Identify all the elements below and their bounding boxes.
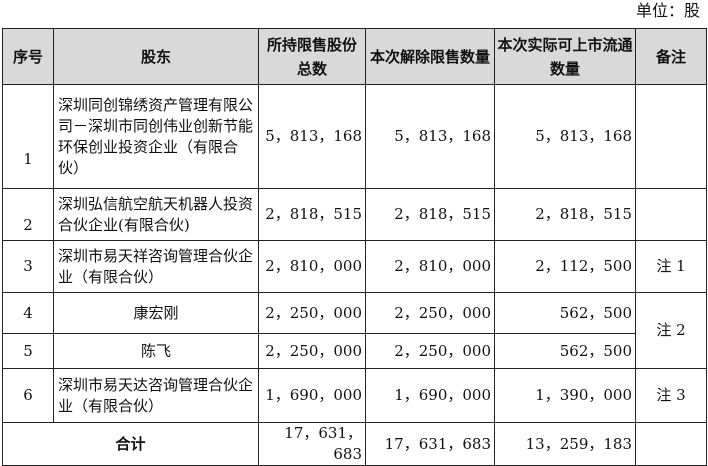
cell-note: 注 2 — [635, 292, 707, 369]
cell-serial: 2 — [2, 188, 54, 241]
table-row: 5 陈飞 2，250，000 2，250，000 562，500 — [2, 333, 707, 369]
total-label: 合计 — [2, 422, 259, 466]
cell-total: 5，813，168 — [258, 84, 366, 189]
header-release: 本次解除限售数量 — [365, 28, 495, 85]
cell-tradable: 5，813，168 — [494, 84, 636, 189]
cell-tradable: 562，500 — [494, 292, 636, 334]
cell-serial: 6 — [2, 368, 54, 423]
cell-holder: 陈飞 — [53, 333, 259, 369]
cell-release: 2，810，000 — [365, 240, 495, 293]
header-total: 所持限售股份总数 — [258, 28, 366, 85]
cell-total: 1，690，000 — [258, 368, 366, 423]
table-row: 2 深圳弘信航空航天机器人投资合伙企业(有限合伙) 2，818，515 2，81… — [2, 188, 707, 241]
cell-serial: 3 — [2, 240, 54, 293]
cell-note: 注 3 — [635, 368, 707, 423]
total-note — [635, 422, 707, 466]
cell-serial: 1 — [2, 84, 54, 189]
cell-tradable: 2，818，515 — [494, 188, 636, 241]
cell-total: 2，810，000 — [258, 240, 366, 293]
header-holder: 股东 — [53, 28, 259, 85]
header-note: 备注 — [635, 28, 707, 85]
cell-holder: 深圳弘信航空航天机器人投资合伙企业(有限合伙) — [53, 188, 259, 241]
cell-release: 5，813，168 — [365, 84, 495, 189]
cell-release: 2，250，000 — [365, 292, 495, 334]
cell-total: 2，250，000 — [258, 292, 366, 334]
header-serial: 序号 — [2, 28, 54, 85]
cell-total: 2，818，515 — [258, 188, 366, 241]
header-tradable: 本次实际可上市流通数量 — [494, 28, 636, 85]
cell-release: 2，818，515 — [365, 188, 495, 241]
cell-release: 2，250，000 — [365, 333, 495, 369]
table-row: 3 深圳市易天祥咨询管理合伙企业（有限合伙） 2，810，000 2，810，0… — [2, 240, 707, 293]
cell-holder: 深圳市易天祥咨询管理合伙企业（有限合伙） — [53, 240, 259, 293]
total-total: 17，631，683 — [258, 422, 366, 466]
header-row: 序号 股东 所持限售股份总数 本次解除限售数量 本次实际可上市流通数量 备注 — [2, 28, 707, 85]
cell-release: 1，690，000 — [365, 368, 495, 423]
cell-note — [635, 84, 707, 189]
cell-holder: 深圳市易天达咨询管理合伙企业（有限合伙） — [53, 368, 259, 423]
cell-serial: 5 — [2, 333, 54, 369]
cell-tradable: 1，390，000 — [494, 368, 636, 423]
cell-holder: 康宏刚 — [53, 292, 259, 334]
cell-note: 注 1 — [635, 240, 707, 293]
cell-tradable: 2，112，500 — [494, 240, 636, 293]
restricted-shares-table: 序号 股东 所持限售股份总数 本次解除限售数量 本次实际可上市流通数量 备注 1… — [2, 28, 707, 466]
cell-holder: 深圳同创锦绣资产管理有限公司－深圳市同创伟业创新节能环保创业投资企业（有限合伙） — [53, 84, 259, 189]
total-release: 17，631，683 — [365, 422, 495, 466]
table-row: 6 深圳市易天达咨询管理合伙企业（有限合伙） 1，690，000 1，690，0… — [2, 368, 707, 423]
unit-label: 单位：股 — [635, 1, 700, 20]
cell-serial: 4 — [2, 292, 54, 334]
total-row: 合计 17，631，683 17，631，683 13，259，183 — [2, 422, 707, 466]
table-row: 4 康宏刚 2，250，000 2，250，000 562，500 注 2 — [2, 292, 707, 369]
table-row: 1 深圳同创锦绣资产管理有限公司－深圳市同创伟业创新节能环保创业投资企业（有限合… — [2, 84, 707, 189]
cell-note — [635, 188, 707, 241]
cell-total: 2，250，000 — [258, 333, 366, 369]
total-tradable: 13，259，183 — [494, 422, 636, 466]
cell-tradable: 562，500 — [494, 333, 636, 369]
